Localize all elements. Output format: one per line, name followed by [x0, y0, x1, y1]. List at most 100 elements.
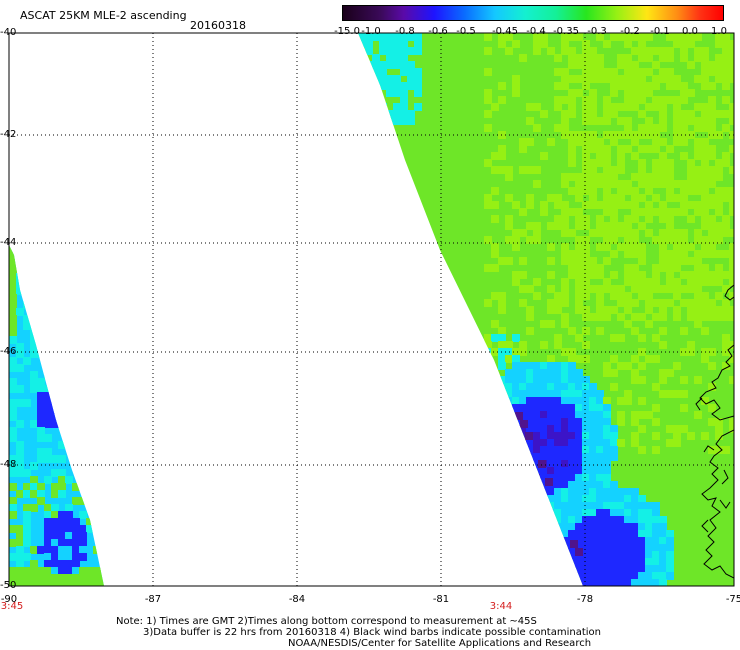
- swath-cell: [561, 432, 569, 440]
- swath-cell: [79, 287, 87, 295]
- swath-cell: [687, 166, 695, 174]
- left-swath-data: [9, 245, 104, 586]
- swath-cell: [617, 103, 625, 111]
- swath-cell: [652, 173, 660, 181]
- swath-cell: [86, 259, 94, 267]
- swath-cell: [561, 453, 569, 461]
- swath-cell: [58, 532, 66, 540]
- swath-cell: [44, 385, 52, 393]
- swath-cell: [72, 455, 80, 463]
- swath-cell: [729, 103, 734, 111]
- latitude-label: -50: [0, 580, 17, 591]
- swath-cell: [30, 252, 38, 260]
- swath-cell: [631, 89, 639, 97]
- swath-cell: [51, 504, 59, 512]
- swath-cell: [484, 376, 492, 384]
- swath-cell: [603, 201, 611, 209]
- swath-cell: [673, 250, 681, 258]
- swath-cell: [575, 236, 583, 244]
- swath-cell: [407, 68, 415, 76]
- swath-cell: [37, 259, 45, 267]
- swath-cell: [498, 411, 506, 419]
- swath-cell: [666, 194, 674, 202]
- swath-cell: [491, 243, 499, 251]
- swath-cell: [65, 336, 73, 344]
- swath-cell: [512, 544, 520, 552]
- swath-cell: [624, 236, 632, 244]
- swath-cell: [596, 481, 604, 489]
- swath-cell: [729, 292, 734, 300]
- swath-cell: [393, 33, 401, 41]
- swath-cell: [610, 565, 618, 573]
- swath-cell: [624, 271, 632, 279]
- swath-cell: [729, 264, 734, 272]
- swath-cell: [16, 553, 24, 561]
- swath-cell: [582, 509, 590, 517]
- swath-cell: [519, 285, 527, 293]
- swath-cell: [533, 292, 541, 300]
- swath-cell: [519, 397, 527, 405]
- swath-cell: [30, 385, 38, 393]
- swath-cell: [547, 460, 555, 468]
- swath-cell: [617, 75, 625, 83]
- swath-cell: [659, 201, 667, 209]
- swath-cell: [666, 558, 674, 566]
- swath-cell: [65, 266, 73, 274]
- swath-cell: [51, 252, 59, 260]
- swath-cell: [561, 509, 569, 517]
- swath-cell: [538, 460, 546, 468]
- swath-cell: [519, 369, 527, 377]
- swath-cell: [561, 544, 569, 552]
- swath-cell: [582, 432, 590, 440]
- swath-cell: [603, 145, 611, 153]
- swath-cell: [680, 152, 688, 160]
- swath-cell: [631, 61, 639, 69]
- swath-cell: [540, 446, 548, 454]
- swath-cell: [540, 565, 548, 573]
- swath-cell: [652, 180, 660, 188]
- swath-cell: [631, 509, 639, 517]
- swath-cell: [659, 229, 667, 237]
- swath-cell: [603, 285, 611, 293]
- swath-cell: [100, 343, 104, 351]
- swath-cell: [519, 530, 527, 538]
- swath-cell: [512, 362, 520, 370]
- swath-cell: [652, 551, 660, 559]
- swath-cell: [519, 54, 527, 62]
- swath-cell: [554, 306, 562, 314]
- swath-cell: [554, 481, 562, 489]
- swath-cell: [722, 187, 730, 195]
- swath-cell: [687, 257, 695, 265]
- swath-cell: [533, 418, 541, 426]
- swath-cell: [79, 273, 87, 281]
- swath-cell: [652, 544, 660, 552]
- swath-cell: [44, 539, 52, 547]
- swath-cell: [519, 488, 527, 496]
- swath-cell: [652, 236, 660, 244]
- swath-cell: [659, 565, 667, 573]
- swath-cell: [533, 544, 541, 552]
- swath-cell: [659, 530, 667, 538]
- swath-cell: [561, 502, 569, 510]
- swath-cell: [498, 292, 506, 300]
- swath-cell: [652, 432, 660, 440]
- swath-cell: [568, 439, 576, 447]
- swath-cell: [526, 117, 534, 125]
- swath-cell: [575, 131, 583, 139]
- swath-cell: [631, 439, 639, 447]
- swath-cell: [666, 82, 674, 90]
- swath-cell: [72, 448, 80, 456]
- swath-cell: [624, 180, 632, 188]
- swath-cell: [729, 61, 734, 69]
- swath-cell: [575, 425, 583, 433]
- swath-cell: [701, 201, 709, 209]
- swath-cell: [659, 152, 667, 160]
- swath-cell: [687, 40, 695, 48]
- swath-cell: [65, 574, 73, 582]
- swath-cell: [701, 271, 709, 279]
- swath-cell: [680, 40, 688, 48]
- swath-cell: [624, 33, 632, 41]
- swath-cell: [582, 411, 590, 419]
- swath-cell: [93, 546, 101, 554]
- swath-cell: [701, 173, 709, 181]
